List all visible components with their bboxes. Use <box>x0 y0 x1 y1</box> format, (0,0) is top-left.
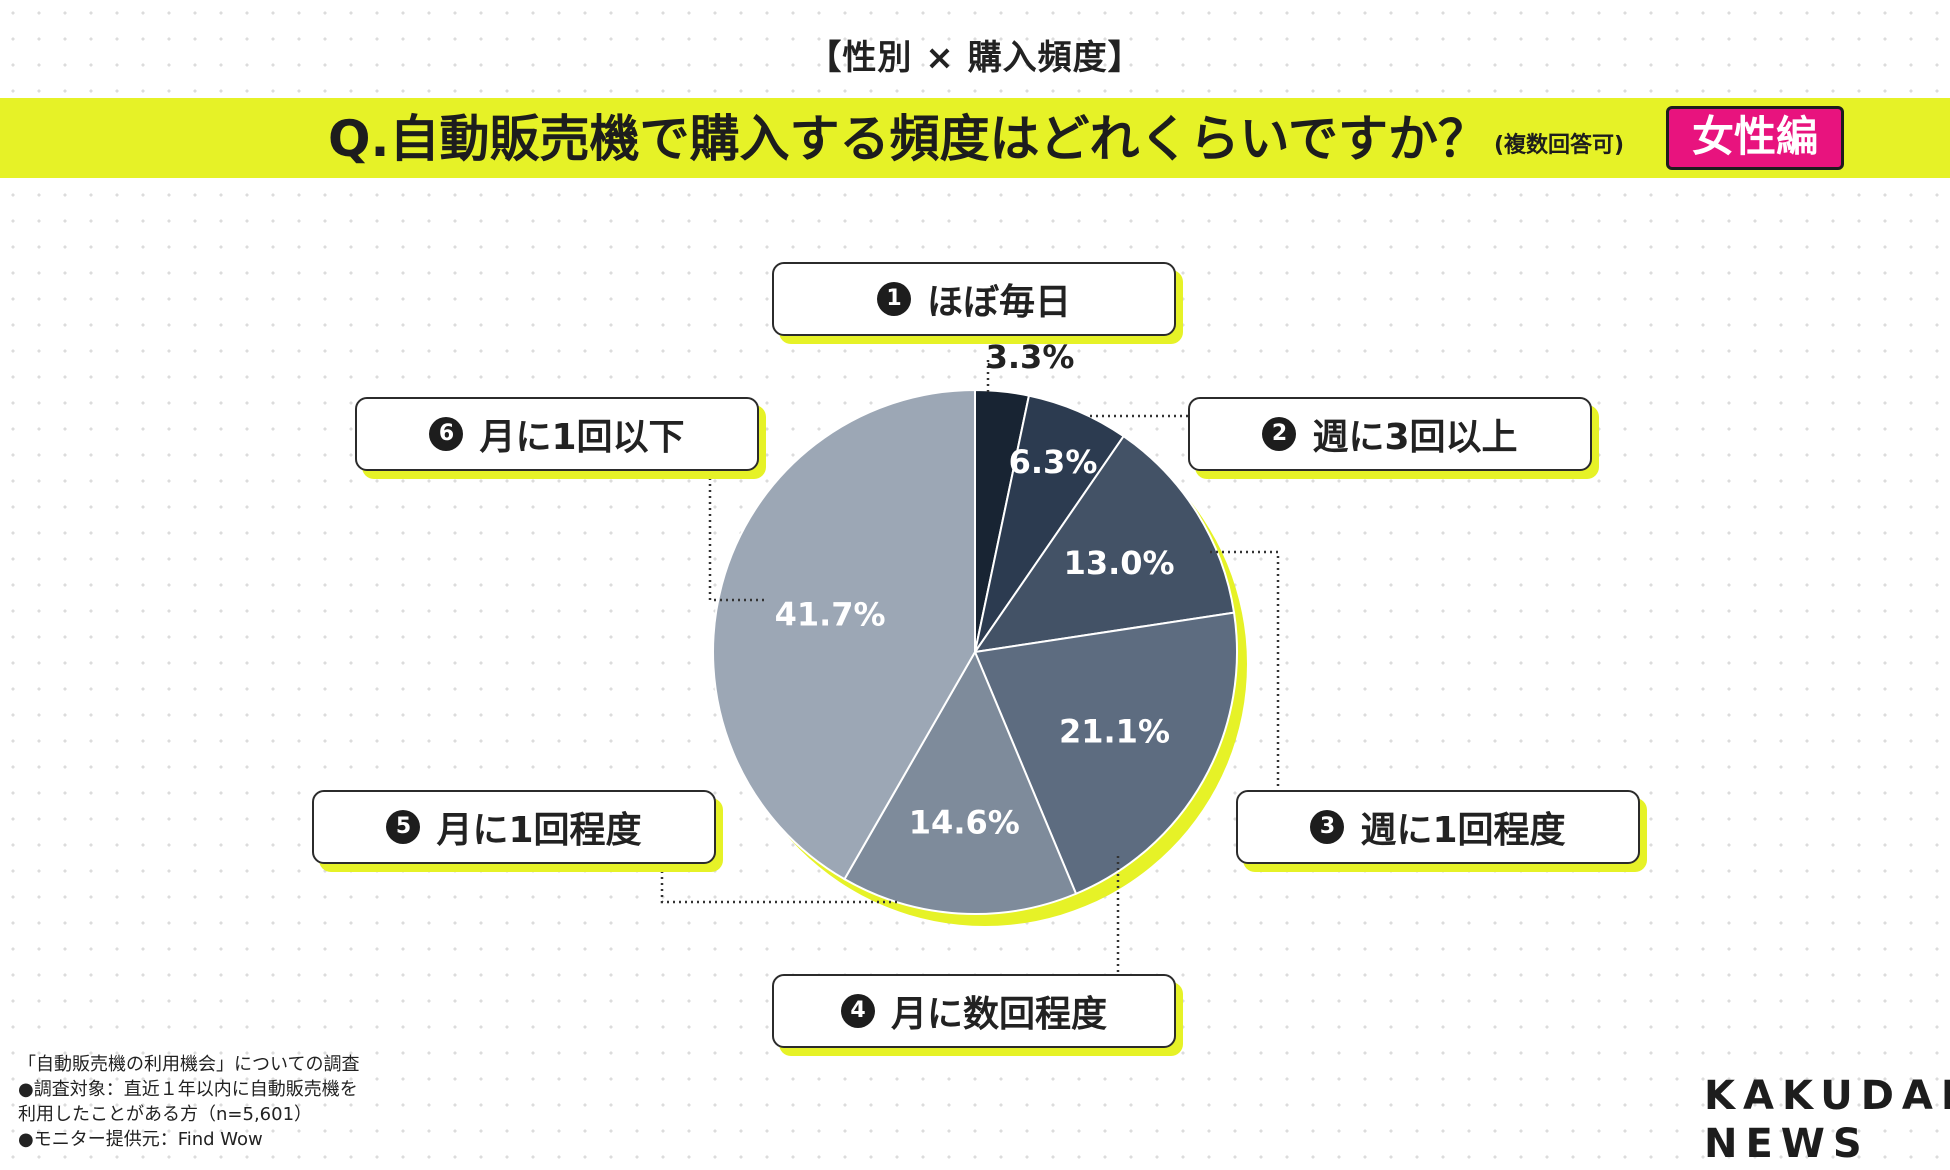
question-note: (複数回答可) <box>1494 133 1625 158</box>
leader-line-3 <box>1210 550 1280 790</box>
category-label-5: 5 月に1回程度 <box>312 790 716 864</box>
value-label-5: 14.6% <box>909 804 1020 842</box>
pie-slice-3 <box>972 434 1236 654</box>
survey-title: 「自動販売機の利用機会」についての調査 <box>18 1054 360 1075</box>
category-label-4: 4 月に数回程度 <box>772 974 1176 1048</box>
brand-logo: KAKUDAI NEWS <box>1704 1072 1950 1168</box>
leader-line-5 <box>660 864 897 904</box>
value-label-2: 6.3% <box>1009 443 1098 481</box>
marker-1: 1 <box>876 282 911 316</box>
brand-logo-line1: KAKUDAI <box>1704 1073 1950 1119</box>
survey-tag: 【性別 × 購入頻度】 <box>807 38 1143 78</box>
category-label-1: 1 ほぼ毎日 <box>772 262 1176 336</box>
marker-3: 3 <box>1310 810 1345 844</box>
question-title: Q.自動販売機で購入する頻度はどれくらいですか？ (複数回答可) <box>328 108 1624 170</box>
marker-5: 5 <box>386 810 421 844</box>
value-label-4: 21.1% <box>1059 712 1170 750</box>
marker-6: 6 <box>429 417 464 451</box>
survey-provider: ●モニター提供元：Find Wow <box>18 1129 263 1150</box>
value-label-6: 41.7% <box>775 595 886 633</box>
gender-badge: 女性編 <box>1666 106 1844 170</box>
category-label-3: 3 週に1回程度 <box>1236 790 1640 864</box>
category-text-4: 月に数回程度 <box>890 994 1107 1035</box>
category-text-2: 週に3回以上 <box>1312 417 1518 458</box>
category-label-6: 6 月に1回以下 <box>355 397 759 471</box>
value-label-3: 13.0% <box>1064 544 1175 582</box>
marker-2: 2 <box>1262 417 1297 451</box>
survey-footnote: 「自動販売機の利用機会」についての調査 ●調査対象：直近１年以内に自動販売機を … <box>18 1052 359 1152</box>
brand-logo-line2: NEWS <box>1704 1121 1870 1167</box>
pie-slice-4 <box>973 611 1239 896</box>
marker-4: 4 <box>840 994 875 1028</box>
survey-target-line2: 利用したことがある方（n=5,601） <box>18 1104 313 1125</box>
category-text-1: ほぼ毎日 <box>926 282 1071 323</box>
leader-line-6 <box>708 471 764 602</box>
question-banner <box>0 98 1950 178</box>
category-text-6: 月に1回以下 <box>479 417 685 458</box>
category-text-3: 週に1回程度 <box>1360 810 1566 851</box>
pie-slice-6 <box>712 388 976 881</box>
pie-slice-5 <box>843 649 1078 915</box>
category-label-2: 2 週に3回以上 <box>1188 397 1592 471</box>
question-text: Q.自動販売機で購入する頻度はどれくらいですか？ <box>328 110 1488 168</box>
value-label-1: 3.3% <box>986 338 1075 376</box>
category-text-5: 月に1回程度 <box>436 810 642 851</box>
survey-target-line1: ●調査対象：直近１年以内に自動販売機を <box>18 1079 358 1100</box>
